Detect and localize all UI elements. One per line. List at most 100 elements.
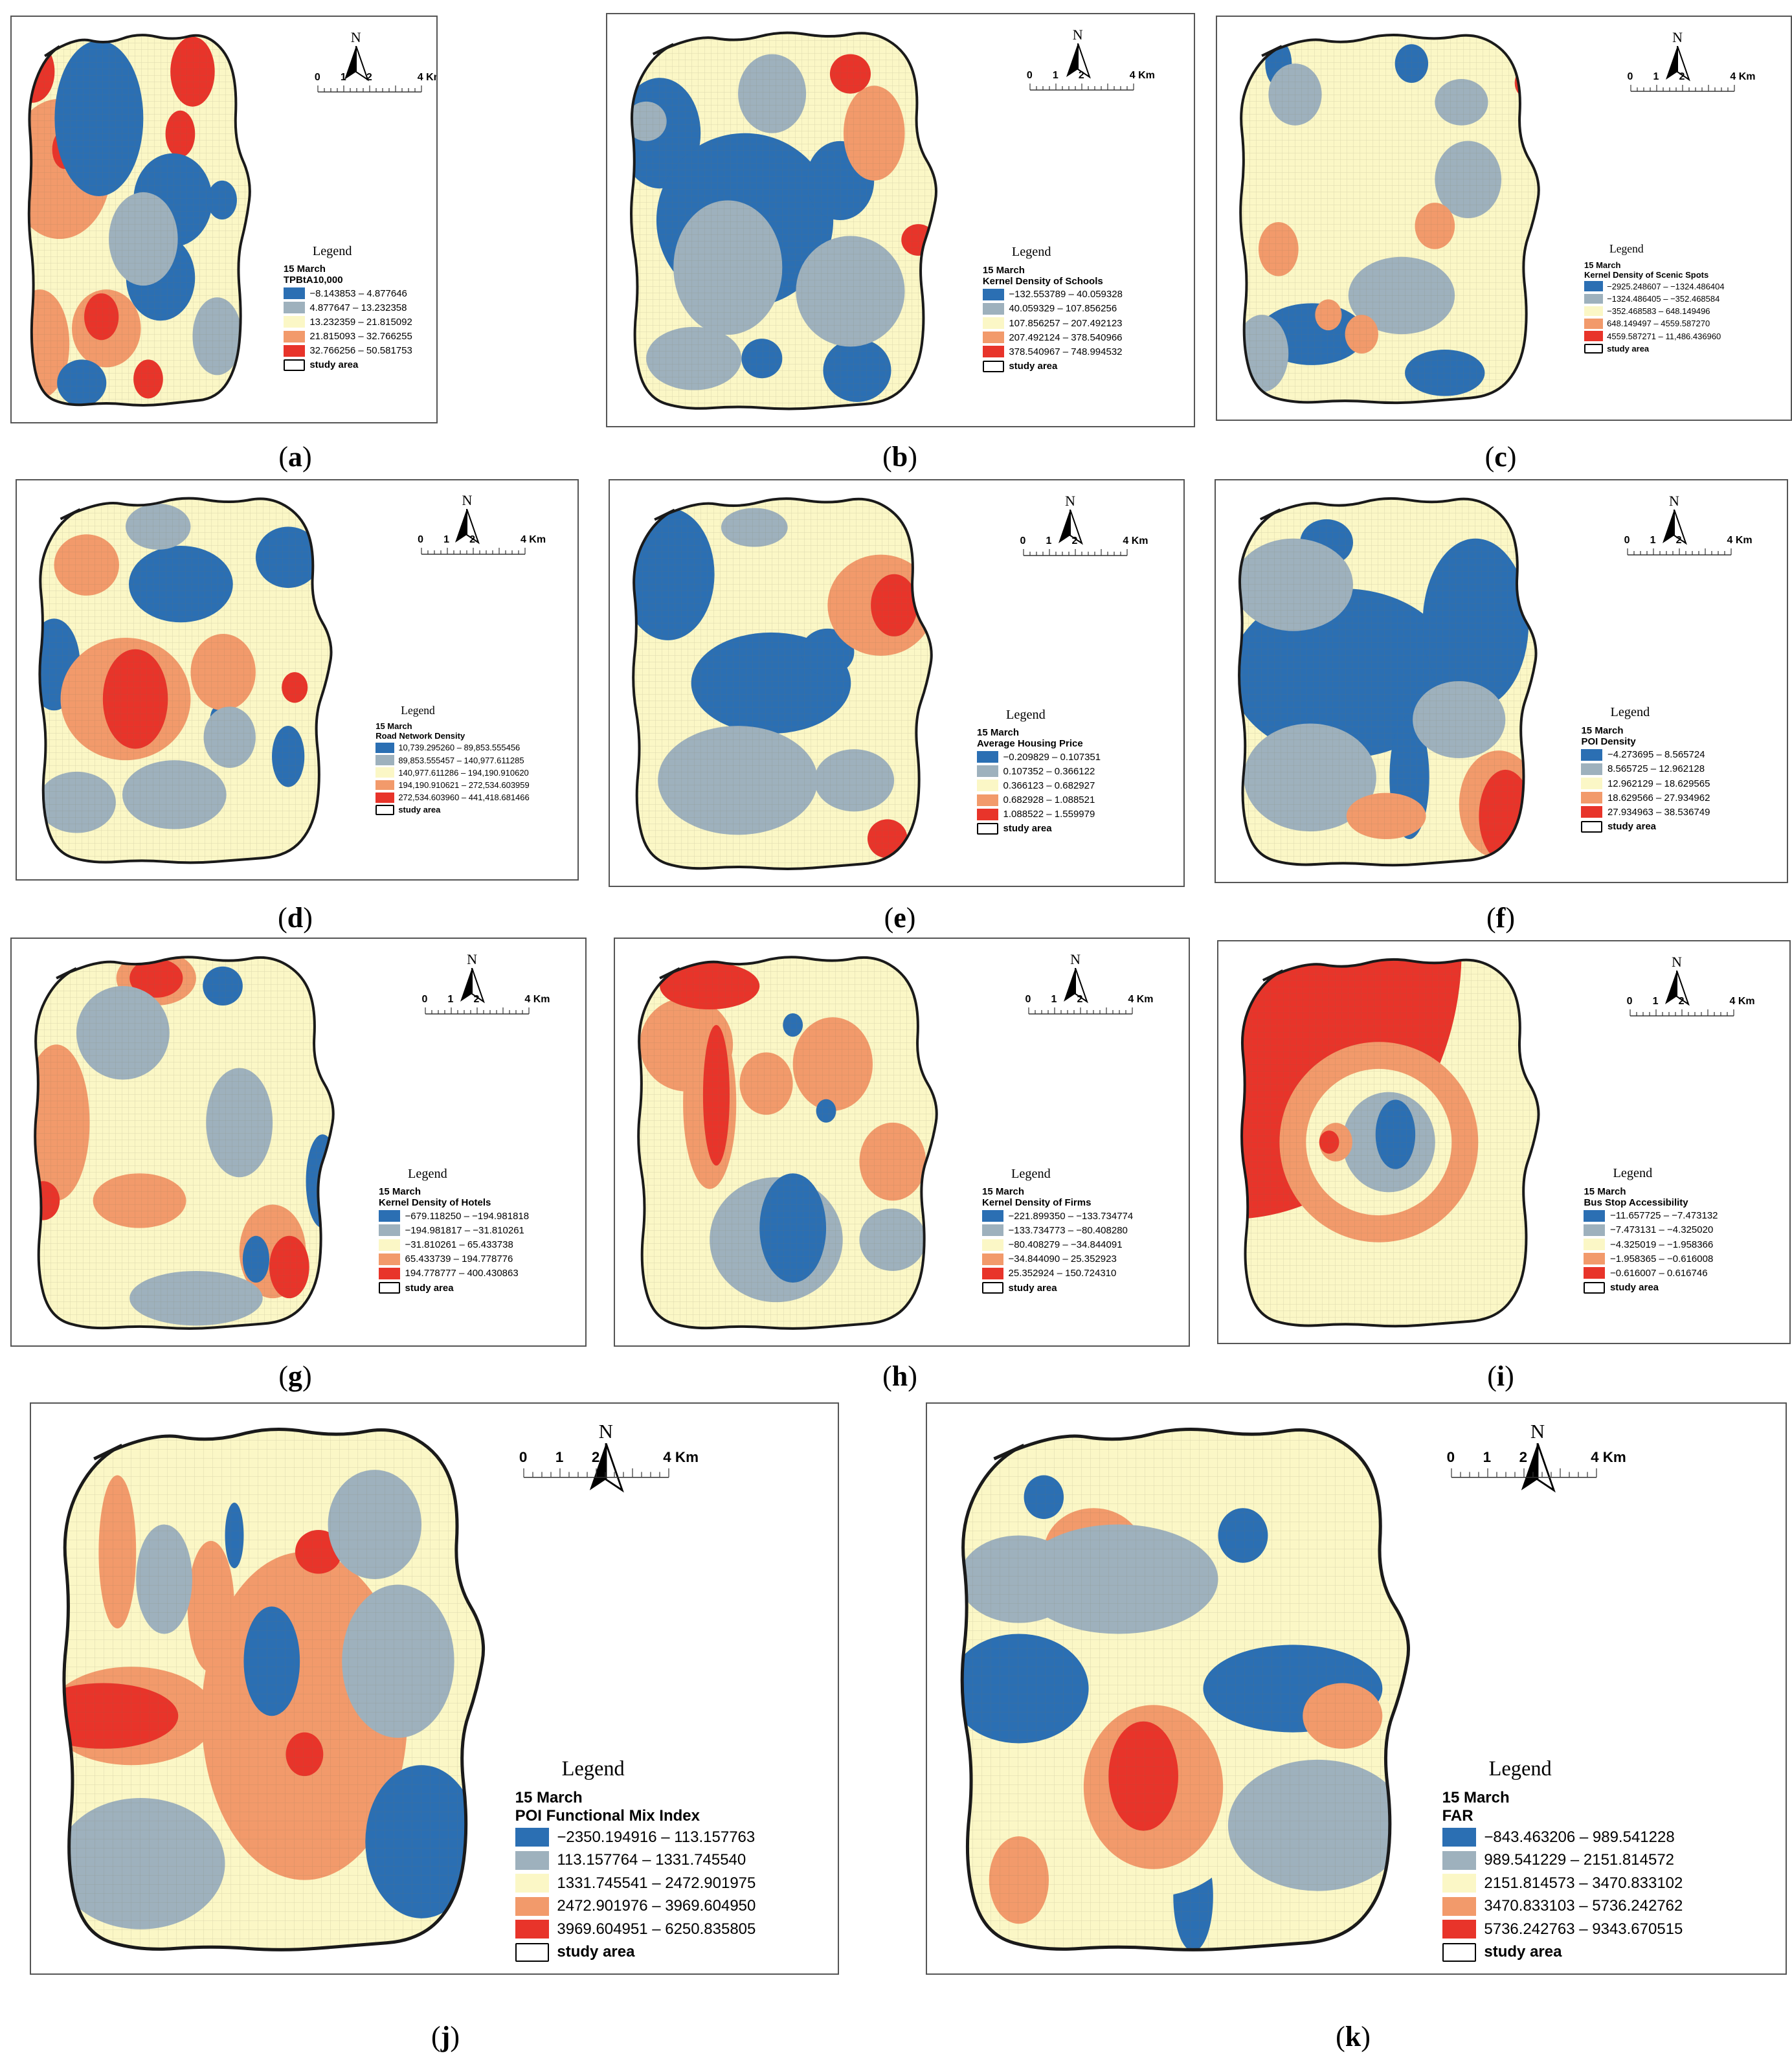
scale-tick-label: 4 Km [1730, 71, 1756, 82]
legend-study-area-swatch [515, 1942, 550, 1962]
scale-bar: 0 1 2 4 Km [1027, 70, 1155, 95]
map-legend: Legend 15 March Kernel Density of Scenic S… [1584, 242, 1725, 354]
legend-class-row: 2472.901976 – 3969.604950 [515, 1896, 756, 1916]
choropleth-map [1238, 497, 1538, 867]
legend-swatch [1584, 1224, 1606, 1236]
north-arrow: N [343, 29, 369, 85]
map-legend: Legend 15 March Average Housing Price −0.20… [977, 708, 1101, 835]
scale-ruler [1630, 85, 1735, 92]
scale-bar: 0 1 2 4 Km [1627, 71, 1755, 96]
map-fill [631, 32, 936, 409]
legend-class-label: 194,190.910621 – 272,534.603959 [398, 780, 530, 790]
legend-swatch [1442, 1874, 1477, 1893]
legend-class-row: −34.844090 – 25.352923 [982, 1253, 1133, 1265]
legend-title: Legend [1613, 1166, 1653, 1181]
scale-ruler [317, 85, 422, 93]
map-legend: Legend 15 March Road Network Density 10,739… [375, 704, 530, 815]
legend-class-row: 89,853.555457 – 140,977.611285 [375, 755, 530, 765]
legend-class-label: 2472.901976 – 3969.604950 [557, 1897, 756, 1915]
panel-caption-e: (e) [884, 902, 916, 934]
legend-class-row: 5736.242763 – 9343.670515 [1442, 1920, 1683, 1939]
north-arrow: N [1519, 1421, 1556, 1497]
legend-swatch [1581, 792, 1603, 804]
legend-title: Legend [1610, 705, 1650, 720]
legend-class-row: 194.778777 – 400.430863 [379, 1267, 529, 1279]
map-panel-g: N 0 1 2 4 Km Legend 15 March Kernel Density of … [10, 938, 587, 1347]
legend-class-row: 4.877647 – 13.232358 [283, 302, 412, 314]
legend-date: 15 March [1584, 260, 1621, 270]
choropleth-map [1240, 958, 1540, 1328]
legend-class-row: −0.616007 – 0.616746 [1584, 1267, 1718, 1279]
legend-class-row: 648.149497 – 4559.587270 [1584, 319, 1725, 329]
scale-tick-label: 2 [1077, 993, 1083, 1005]
study-area-boundary [1238, 497, 1538, 867]
scale-bar: 0 1 2 4 Km [1020, 535, 1148, 560]
north-arrow-icon [1521, 1443, 1556, 1493]
legend-study-area-row: study area [1442, 1942, 1683, 1962]
legend-swatch [982, 332, 1004, 344]
scale-tick-label: 2 [1675, 534, 1682, 546]
north-arrow-icon [460, 967, 485, 1004]
legend-class-row: 18.629566 – 27.934962 [1581, 792, 1710, 804]
legend-class-row: −1.958365 – −0.616008 [1584, 1253, 1718, 1265]
map-fill [39, 498, 331, 863]
legend-study-area-label: study area [309, 359, 359, 371]
scale-ruler [1630, 1009, 1734, 1017]
map-panel-f: N 0 1 2 4 Km Legend 15 March POI Density −4.2736… [1215, 479, 1788, 883]
legend-class-label: 40.059329 – 107.856256 [1009, 303, 1117, 315]
legend-class-label: 0.107352 – 0.366122 [1003, 765, 1095, 777]
legend-factor-name: POI Functional Mix Index [515, 1806, 700, 1825]
north-arrow-icon [1058, 509, 1083, 545]
legend-class-row: 113.157764 – 1331.745540 [515, 1850, 756, 1870]
scale-ruler [420, 548, 526, 556]
legend-swatch [379, 1210, 401, 1222]
legend-swatch [375, 792, 394, 803]
legend-title: Legend [408, 1166, 447, 1181]
scale-tick-label: 2 [1679, 71, 1685, 82]
legend-swatch [515, 1850, 550, 1870]
scale-tick-label: 4 Km [520, 534, 546, 546]
legend-class-row: 194,190.910621 – 272,534.603959 [375, 780, 530, 791]
legend-swatch [982, 346, 1004, 358]
legend-study-area-row: study area [982, 360, 1123, 372]
legend-date: 15 March [283, 264, 326, 275]
legend-swatch [283, 316, 305, 328]
legend-class-label: 648.149497 – 4559.587270 [1607, 319, 1710, 329]
legend-class-label: 32.766256 – 50.581753 [309, 345, 412, 357]
legend-class-row: 0.682928 – 1.088521 [977, 794, 1101, 806]
legend-class-row: 3470.833103 – 5736.242762 [1442, 1896, 1683, 1916]
legend-class-label: −11.657725 – −7.473132 [1609, 1210, 1718, 1222]
map-panel-c: N 0 1 2 4 Km Legend 15 March Kernel Density of … [1216, 16, 1792, 421]
legend-swatch [982, 1210, 1004, 1222]
panel-caption-b: (b) [882, 441, 917, 473]
legend-class-row: −7.473131 – −4.325020 [1584, 1224, 1718, 1236]
scale-tick-label: 0 [314, 71, 320, 83]
north-label: N [1672, 953, 1682, 970]
north-label: N [1669, 492, 1679, 509]
legend-class-row: −352.468583 – 648.149496 [1584, 306, 1725, 317]
scale-bar: 0 1 2 4 Km [1627, 996, 1755, 1020]
legend-study-area-label: study area [1607, 343, 1650, 354]
legend-class-label: 12.962129 – 18.629565 [1607, 778, 1710, 789]
legend-class-label: 2151.814573 – 3470.833102 [1484, 1874, 1683, 1892]
scale-tick-label: 1 [1051, 993, 1057, 1005]
legend-swatch [379, 1224, 401, 1237]
legend-class-label: −352.468583 – 648.149496 [1607, 306, 1710, 317]
choropleth-map [34, 956, 335, 1330]
legend-class-row: −1324.486405 – −352.468584 [1584, 293, 1725, 304]
study-area-boundary [1240, 958, 1540, 1328]
legend-class-row: 65.433739 – 194.778776 [379, 1253, 529, 1265]
north-arrow: N [1065, 27, 1091, 83]
scale-bar: 0 1 2 4 Km [418, 534, 546, 559]
choropleth-map [62, 1428, 486, 1951]
scale-bar: 0 1 2 4 Km [1447, 1449, 1626, 1482]
panel-caption-k: (k) [1336, 2021, 1371, 2052]
legend-swatch [283, 287, 305, 300]
legend-factor-name: Kernel Density of Scenic Spots [1584, 269, 1709, 280]
legend-date: 15 March [982, 1186, 1025, 1198]
legend-class-row: 207.492124 – 378.540966 [982, 332, 1123, 344]
legend-class-row: 25.352924 – 150.724310 [982, 1267, 1133, 1279]
legend-class-row: −133.734773 – −80.408280 [982, 1224, 1133, 1237]
legend-class-row: 4559.587271 – 11,486.436960 [1584, 331, 1725, 341]
legend-swatch [1442, 1920, 1477, 1939]
